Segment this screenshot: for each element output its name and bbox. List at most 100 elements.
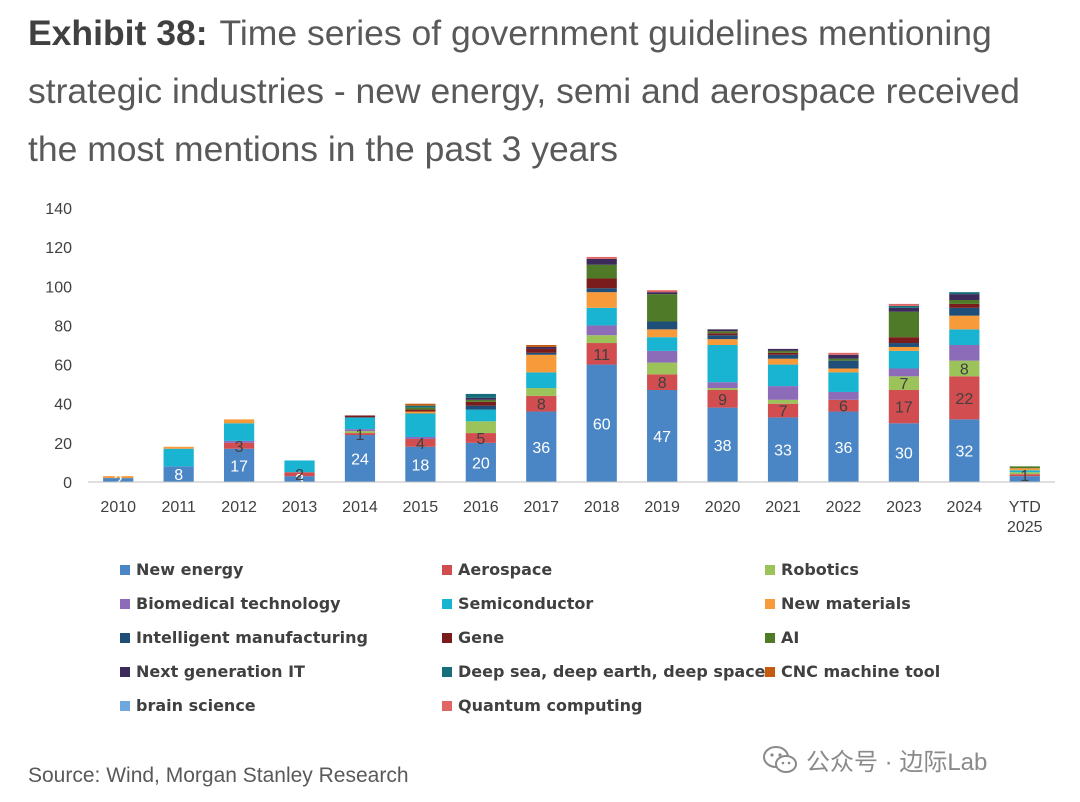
x-tick-label: 2018	[584, 499, 620, 516]
bar-segment	[526, 395, 557, 412]
bar-segment	[465, 433, 496, 443]
bar-segment	[163, 448, 194, 467]
y-tick-label: 0	[63, 475, 72, 492]
watermark-text: 公众号 · 边际Lab	[806, 749, 988, 776]
legend-label: New materials	[781, 594, 911, 613]
bar-segment	[828, 391, 859, 400]
y-tick-label: 140	[45, 201, 72, 218]
legend-label: New energy	[136, 560, 244, 579]
legend-label: Intelligent manufacturing	[136, 628, 368, 647]
legend-label: Aerospace	[458, 560, 553, 579]
data-label: 36	[835, 440, 853, 457]
legend-label: Gene	[458, 628, 505, 647]
bar-segment	[1009, 476, 1040, 482]
bar-segment	[888, 343, 920, 347]
bar-segment	[344, 431, 376, 434]
data-label: 4	[416, 436, 425, 453]
bar-segment	[888, 337, 920, 344]
bar-segment	[647, 321, 678, 330]
bar-segment	[949, 299, 980, 304]
bar-segment	[949, 315, 980, 330]
bar-segment	[223, 442, 255, 449]
data-label: 17	[895, 400, 913, 417]
legend-swatch	[120, 632, 130, 643]
bar-segment	[828, 372, 859, 392]
data-label: 22	[955, 391, 973, 408]
x-tick-label: 2013	[282, 499, 318, 516]
bar-segment	[828, 399, 859, 412]
bar-segment	[1009, 470, 1040, 473]
x-tick-label: 2015	[403, 499, 439, 516]
bar-segment	[949, 329, 980, 345]
x-tick-label: 2021	[765, 499, 801, 516]
legend-label: AI	[781, 628, 800, 647]
bar-segment	[949, 307, 980, 316]
y-tick-label: 40	[54, 397, 72, 414]
bar-segment	[647, 337, 678, 351]
data-label: 8	[174, 467, 183, 484]
bar-segment	[647, 292, 678, 295]
legend-item: New materials	[765, 594, 911, 613]
legend-swatch	[120, 598, 130, 609]
bar-segment	[647, 290, 678, 293]
bar-segment	[586, 364, 617, 482]
x-tick-label: 2016	[463, 499, 499, 516]
legend-swatch	[765, 598, 775, 609]
bar-segment	[405, 405, 436, 408]
x-tick-label: 2022	[826, 499, 862, 516]
bar-segment	[888, 307, 920, 312]
bar-segment	[344, 435, 376, 482]
data-label: 7	[779, 404, 788, 421]
data-label: 8	[658, 375, 667, 392]
bar-segment	[888, 390, 920, 424]
bar-segment	[465, 442, 496, 482]
bar-segment	[344, 415, 376, 418]
y-tick-label: 20	[54, 436, 72, 453]
bar-segment	[526, 352, 557, 355]
bar-segment	[1009, 466, 1040, 469]
bar-segment	[284, 472, 315, 477]
bar-segment	[767, 399, 799, 404]
data-label: 32	[955, 444, 973, 461]
legend-item: Semiconductor	[442, 594, 593, 613]
bar-segment	[223, 419, 255, 424]
bar-segment	[949, 345, 980, 361]
bar-segment	[647, 374, 678, 391]
legend-label: Deep sea, deep earth, deep space	[458, 662, 766, 681]
bar-segment	[526, 411, 557, 482]
bar-segment	[526, 372, 557, 389]
y-tick-label: 80	[54, 318, 72, 335]
legend-label: Semiconductor	[458, 594, 594, 613]
legend-item: Intelligent manufacturing	[120, 628, 368, 647]
bar-segment	[526, 388, 557, 396]
bar-segment	[526, 345, 557, 347]
bar-segment	[586, 288, 617, 293]
bar-segment	[767, 354, 799, 359]
bar-segment	[465, 421, 496, 434]
data-label: 11	[593, 347, 610, 364]
bar-segment	[586, 278, 617, 289]
data-label: 30	[895, 446, 913, 463]
data-label: 3	[235, 439, 244, 456]
data-label: 8	[960, 361, 969, 378]
x-tick-label: 2020	[705, 499, 741, 516]
legend-swatch	[442, 598, 452, 609]
bar-segment	[828, 368, 859, 373]
legend-item: Deep sea, deep earth, deep space	[442, 662, 766, 681]
legend-label: Quantum computing	[458, 696, 643, 715]
legend-swatch	[442, 632, 452, 643]
bar-segment	[103, 476, 134, 479]
bar-segment	[647, 329, 678, 338]
bar-segment	[223, 423, 255, 441]
data-label: 60	[593, 416, 611, 433]
legend-swatch	[765, 564, 775, 575]
bar-segment	[707, 388, 738, 391]
legend-item: Gene	[442, 628, 504, 647]
bar-segment	[1009, 468, 1040, 471]
legend-item: brain science	[120, 696, 256, 715]
bar-segment	[828, 360, 859, 369]
data-label: 18	[412, 457, 430, 474]
chart-title: Exhibit 38: Time series of government gui…	[28, 4, 1068, 178]
x-axis: 2010 2011 2012 2013 2014 2015 2016 2017 2018 2019…	[88, 481, 1055, 536]
bar-segment	[828, 352, 859, 355]
